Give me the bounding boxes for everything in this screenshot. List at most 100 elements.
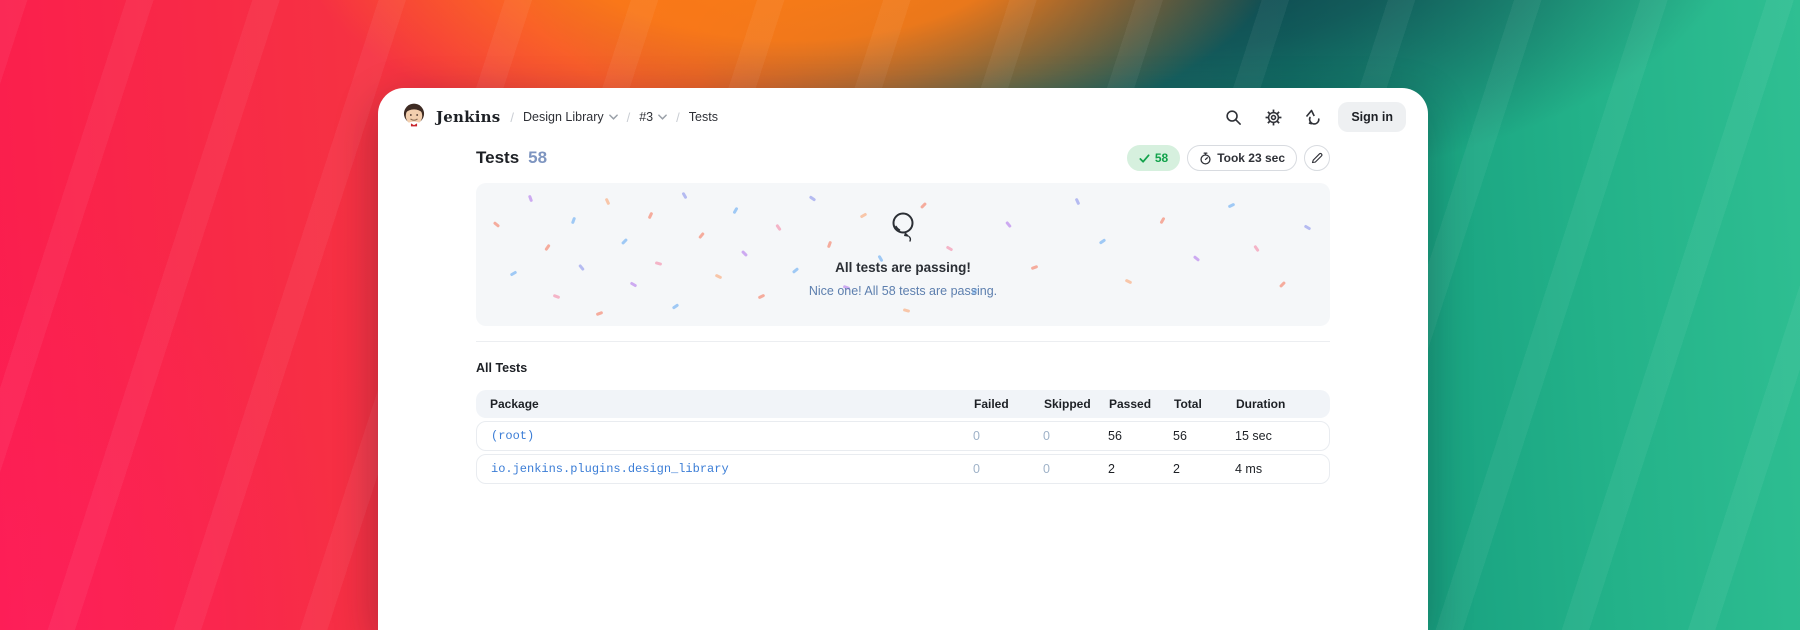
column-passed: Passed — [1109, 397, 1152, 411]
app-header: Jenkins / Design Library / #3 / Tests — [378, 88, 1428, 140]
confetti-speck — [1278, 281, 1286, 289]
skipped-value: 0 — [1043, 429, 1050, 443]
confetti-speck — [528, 194, 534, 203]
confetti-speck — [1193, 255, 1201, 263]
app-window: Jenkins / Design Library / #3 / Tests — [378, 88, 1428, 630]
confetti-speck — [1227, 203, 1235, 209]
skipped-value: 0 — [1043, 462, 1050, 476]
confetti-speck — [509, 270, 518, 277]
package-link[interactable]: (root) — [491, 429, 535, 443]
confetti-speck — [1005, 220, 1013, 229]
column-package: Package — [490, 397, 539, 411]
section-divider — [476, 341, 1330, 342]
pencil-icon — [1311, 152, 1323, 164]
confetti-speck — [860, 212, 868, 220]
confetti-speck — [604, 197, 611, 206]
page-title: Tests — [476, 148, 520, 167]
breadcrumb-label: Tests — [688, 110, 718, 124]
confetti-speck — [544, 243, 552, 252]
confetti-speck — [655, 260, 663, 266]
passed-value: 2 — [1108, 462, 1115, 476]
jenkins-logo-icon — [400, 101, 428, 134]
breadcrumb-label: Design Library — [523, 110, 604, 124]
confetti-speck — [595, 310, 603, 316]
breadcrumb-separator: / — [510, 109, 515, 125]
confetti-speck — [1253, 245, 1260, 253]
confetti-speck — [672, 302, 680, 310]
confetti-speck — [902, 307, 911, 313]
breadcrumb-design-library[interactable]: Design Library — [523, 110, 618, 124]
all-tests-heading: All Tests — [476, 361, 528, 375]
duration-label: Took 23 sec — [1217, 151, 1285, 165]
column-duration: Duration — [1236, 397, 1286, 411]
restart-icon — [1306, 109, 1320, 125]
confetti-speck — [757, 293, 766, 299]
chevron-down-icon — [658, 114, 667, 120]
breadcrumb-label: #3 — [639, 110, 654, 124]
header-actions: Sign in — [1218, 102, 1406, 132]
all-passing-banner: All tests are passing! Nice one! All 58 … — [476, 183, 1330, 326]
package-link[interactable]: io.jenkins.plugins.design_library — [491, 462, 729, 476]
breadcrumb-separator: / — [626, 109, 631, 125]
chevron-down-icon — [608, 114, 618, 120]
confetti-speck — [920, 202, 928, 210]
confetti-speck — [945, 245, 953, 252]
brand-wordmark: Jenkins — [436, 108, 501, 126]
confetti-speck — [492, 221, 501, 228]
page-test-count: 58 — [528, 148, 548, 167]
restart-button[interactable] — [1298, 102, 1328, 132]
column-failed: Failed — [974, 397, 1009, 411]
passed-count-label: 58 — [1154, 151, 1169, 165]
confetti-speck — [1159, 216, 1166, 225]
confetti-speck — [808, 195, 817, 203]
confetti-speck — [1304, 224, 1312, 231]
table-row[interactable]: (root) 0 0 56 56 15 sec — [476, 421, 1330, 451]
failed-value: 0 — [973, 429, 980, 443]
confetti-speck — [647, 212, 654, 220]
check-icon — [1139, 153, 1150, 163]
confetti-speck — [791, 266, 800, 274]
confetti-speck — [629, 281, 637, 288]
balloon-icon — [889, 211, 917, 250]
confetti-speck — [570, 216, 577, 225]
confetti-speck — [698, 232, 705, 240]
settings-gear-icon — [1265, 109, 1282, 125]
duration-value: 4 ms — [1235, 462, 1263, 476]
breadcrumb-separator: / — [676, 109, 680, 125]
confetti-speck — [740, 249, 748, 257]
total-value: 56 — [1173, 429, 1187, 443]
confetti-speck — [578, 263, 586, 272]
confetti-speck — [1030, 264, 1039, 271]
failed-value: 0 — [973, 462, 980, 476]
total-value: 2 — [1173, 462, 1180, 476]
confetti-speck — [1124, 278, 1133, 285]
confetti-speck — [827, 240, 833, 249]
duration-value: 15 sec — [1235, 429, 1272, 443]
confetti-speck — [1074, 197, 1081, 206]
confetti-speck — [552, 293, 561, 299]
search-button[interactable] — [1218, 102, 1248, 132]
banner-subtitle: Nice one! All 58 tests are passing. — [808, 284, 998, 298]
stopwatch-icon — [1200, 151, 1211, 165]
edit-button[interactable] — [1304, 145, 1330, 171]
breadcrumb-build-3[interactable]: #3 — [639, 110, 667, 124]
jenkins-brand[interactable]: Jenkins — [400, 101, 500, 134]
search-icon — [1226, 109, 1241, 125]
confetti-speck — [732, 206, 739, 215]
breadcrumb-tests[interactable]: Tests — [689, 110, 718, 124]
settings-button[interactable] — [1258, 102, 1288, 132]
table-row[interactable]: io.jenkins.plugins.design_library 0 0 2 … — [476, 454, 1330, 484]
confetti-speck — [775, 223, 782, 232]
confetti-speck — [1099, 238, 1107, 245]
duration-badge[interactable]: Took 23 sec — [1187, 145, 1297, 171]
banner-title: All tests are passing! — [835, 260, 971, 275]
passed-value: 56 — [1108, 429, 1122, 443]
sign-in-button[interactable]: Sign in — [1338, 102, 1406, 132]
tests-table: Package Failed Skipped Passed Total Dura… — [476, 390, 1330, 484]
table-header-row: Package Failed Skipped Passed Total Dura… — [476, 390, 1330, 418]
column-total: Total — [1174, 397, 1202, 411]
breadcrumb: / Design Library / #3 / Tests — [510, 110, 718, 125]
passed-count-badge[interactable]: 58 — [1126, 145, 1181, 171]
confetti-speck — [714, 273, 723, 279]
